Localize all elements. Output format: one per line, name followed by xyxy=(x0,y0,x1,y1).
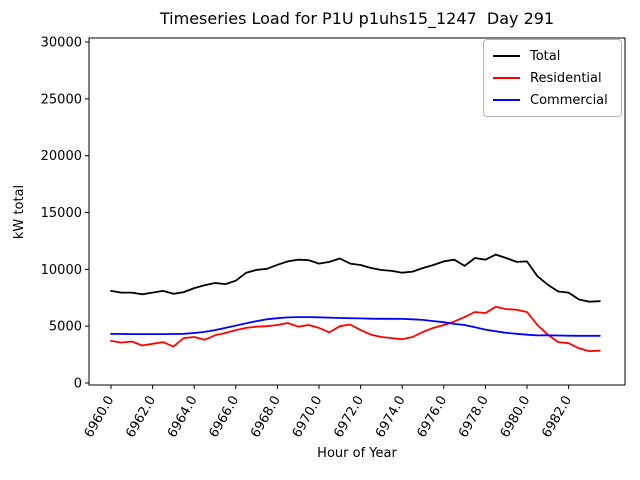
series-line-residential xyxy=(110,305,601,353)
x-tick-label: 6974.0 xyxy=(373,394,409,441)
y-tick-label: 10000 xyxy=(41,263,82,278)
legend-label-commercial: Commercial xyxy=(530,92,608,108)
x-tick-label: 6966.0 xyxy=(207,394,243,441)
x-tick-label: 6960.0 xyxy=(82,394,118,441)
y-tick-label: 5000 xyxy=(49,320,82,335)
x-tick-label: 6972.0 xyxy=(331,394,367,441)
y-tick-label: 30000 xyxy=(41,36,82,51)
chart-title: Timeseries Load for P1U p1uhs15_1247 Day… xyxy=(159,9,555,28)
x-tick-label: 6962.0 xyxy=(123,394,159,441)
legend-label-total: Total xyxy=(530,48,561,64)
x-tick-label: 6978.0 xyxy=(456,394,492,441)
legend-entry-residential: Residential xyxy=(493,67,612,89)
x-tick-label: 6976.0 xyxy=(415,394,451,441)
y-tick-label: 20000 xyxy=(41,149,82,164)
x-axis-label: Hour of Year xyxy=(317,446,397,461)
commercial-line-swatch xyxy=(493,99,520,101)
x-tick-label: 6970.0 xyxy=(290,394,326,441)
axes-border xyxy=(88,37,626,386)
x-tick-label: 6964.0 xyxy=(165,394,201,441)
series-line-total xyxy=(110,253,601,303)
legend: Total Residential Commercial xyxy=(483,39,622,117)
series-line-commercial xyxy=(110,316,601,337)
y-tick-label: 25000 xyxy=(41,92,82,107)
legend-entry-commercial: Commercial xyxy=(493,89,612,111)
total-line-swatch xyxy=(493,55,520,57)
residential-line-swatch xyxy=(493,77,520,79)
y-axis-label: kW total xyxy=(12,184,27,240)
y-tick-label: 15000 xyxy=(41,206,82,221)
legend-entry-total: Total xyxy=(493,45,612,67)
legend-label-residential: Residential xyxy=(530,70,602,86)
x-tick-label: 6980.0 xyxy=(498,394,534,441)
x-tick-label: 6982.0 xyxy=(539,394,575,441)
y-tick-label: 0 xyxy=(74,377,82,392)
x-tick-label: 6968.0 xyxy=(248,394,284,441)
